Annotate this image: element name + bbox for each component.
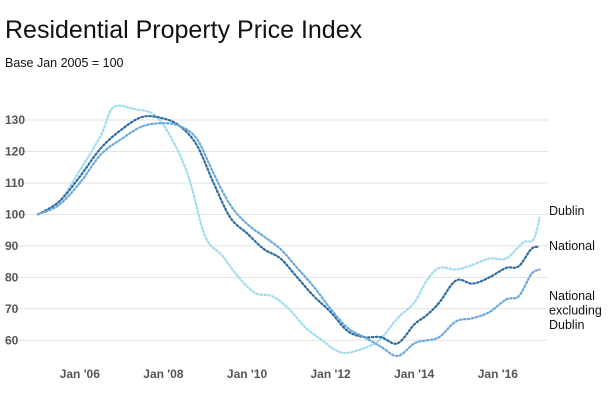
- chart-subtitle: Base Jan 2005 = 100: [5, 56, 124, 70]
- x-tick-label: Jan '12: [311, 367, 352, 381]
- series-line-national-excluding-dublin: [36, 122, 541, 358]
- series-line-national: [36, 115, 541, 345]
- chart-title: Residential Property Price Index: [5, 16, 363, 44]
- series-line-dublin: [36, 104, 541, 355]
- y-tick-label: 110: [5, 176, 25, 190]
- y-tick-label: 120: [5, 144, 25, 158]
- y-tick-label: 100: [5, 207, 25, 221]
- y-tick-label: 60: [5, 333, 19, 347]
- x-tick-label: Jan '08: [143, 367, 184, 381]
- y-tick-label: 130: [5, 113, 25, 127]
- x-tick-label: Jan '06: [60, 367, 101, 381]
- series-lines: [36, 104, 541, 358]
- x-axis-ticks: Jan '06 Jan '08 Jan '10 Jan '12 Jan '14 Jan '…: [60, 367, 519, 381]
- y-tick-label: 90: [5, 239, 19, 253]
- grid: [4, 119, 548, 341]
- series-label-dublin: Dublin: [549, 204, 584, 218]
- x-tick-label: Jan '10: [227, 367, 268, 381]
- series-label-national-excluding-dublin: National excluding Dublin: [549, 289, 602, 332]
- series-label-national: National: [549, 239, 595, 253]
- y-tick-label: 80: [5, 270, 19, 284]
- y-axis-ticks: 60 70 80 90 100 110 120 130: [5, 113, 25, 347]
- y-tick-label: 70: [5, 302, 19, 316]
- x-tick-label: Jan '16: [478, 367, 519, 381]
- series-labels: Dublin National National excluding Dublin: [549, 204, 602, 332]
- x-tick-label: Jan '14: [394, 367, 435, 381]
